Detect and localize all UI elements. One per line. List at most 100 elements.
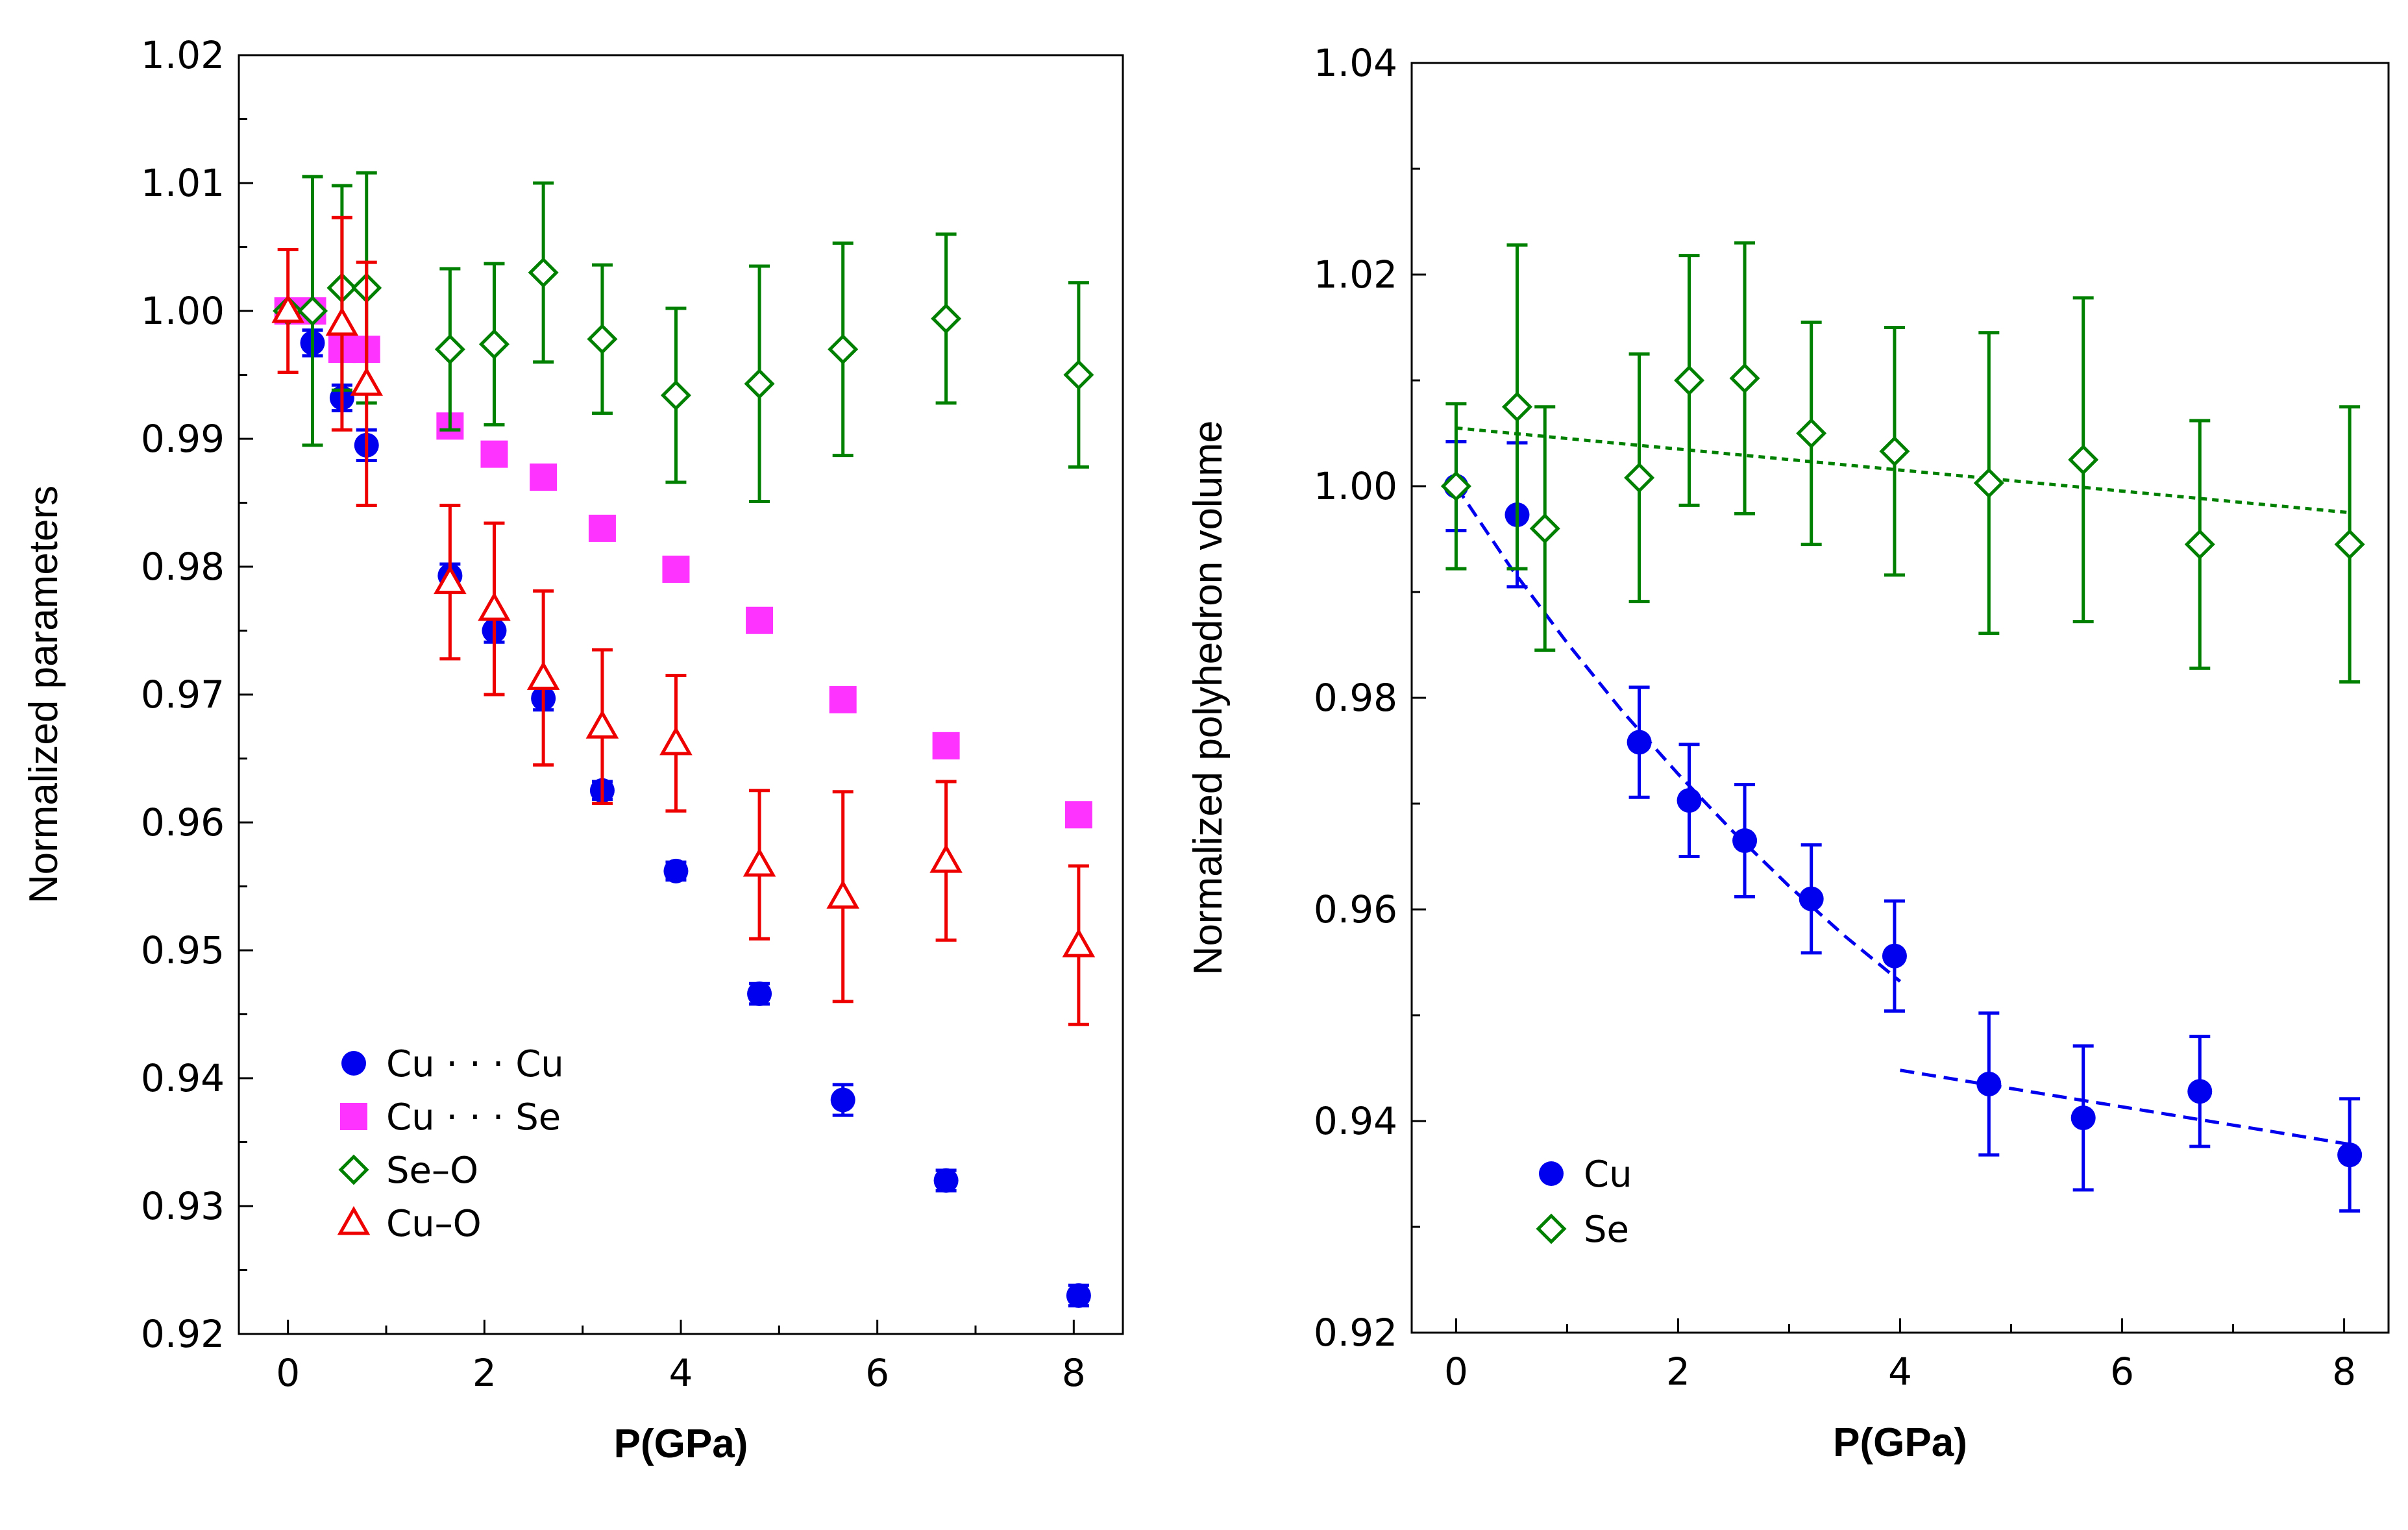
y-axis-title: Normalized parameters [21,486,66,904]
data-point [434,334,465,365]
data-point [1064,801,1092,829]
data-point [2334,529,2365,560]
y-tick-label: 1.00 [1314,464,1397,508]
y-tick-label: 0.98 [141,545,225,589]
x-tick-label: 6 [2110,1350,2134,1394]
data-point [1879,436,1910,467]
legend: Cu Se [1536,1154,1632,1251]
y-tick-label: 1.00 [141,289,225,333]
y-tick-label: 0.92 [141,1312,225,1356]
data-point [1501,391,1533,423]
data-point [931,303,962,334]
data-point [1440,471,1471,502]
x-axis-title: P(GPa) [1833,1420,1967,1465]
legend-marker [337,1205,371,1235]
x-tick-label: 4 [1888,1350,1912,1394]
legend-marker [338,1154,369,1185]
x-tick-label: 8 [1062,1351,1086,1395]
data-point [1627,730,1652,755]
data-point [1882,943,1907,969]
data-point [826,880,859,909]
legend-marker [340,1103,367,1130]
y-tick-label: 0.97 [141,672,225,717]
data-point [1973,467,2004,499]
data-point [2070,1105,2096,1131]
plot-frame [238,54,1124,1335]
data-point [325,306,359,336]
data-point [2184,529,2215,560]
data-point [663,858,689,883]
data-point [1677,788,1702,813]
data-point [933,1168,959,1193]
data-point [929,844,963,873]
fit-line [1456,426,2350,515]
legend-label: Cu · · · Cu [386,1043,564,1085]
y-tick-label: 1.04 [1314,41,1397,85]
series-Se [1440,241,2365,684]
legend-label: Se–O [386,1150,478,1192]
x-tick-label: 4 [669,1351,693,1395]
data-point [478,591,511,621]
data-point [1062,928,1096,957]
y-tick-label: 0.94 [1314,1099,1397,1143]
data-point [530,463,558,491]
legend: Cu · · · Cu Cu · · · Se Se–O Cu–O [337,1043,564,1245]
legend-label: Cu–O [386,1203,482,1245]
data-point [588,514,616,542]
data-point [526,661,560,690]
fit-line [1455,485,1902,983]
x-tick-label: 2 [473,1351,497,1395]
y-tick-label: 0.94 [141,1056,225,1100]
data-point [830,1087,855,1113]
y-tick-label: 0.95 [141,928,225,972]
data-point [2068,444,2099,475]
chart-panel-2: 0.92 0.94 0.96 0.98 1.00 1.02 1.04 0 2 4 6 8 P(GPa) N… [1186,41,2390,1465]
data-point [480,440,508,468]
y-tick-label: 0.96 [141,800,225,845]
data-point [1796,417,1827,449]
data-point [271,293,304,323]
legend-label: Se [1584,1209,1629,1251]
data-point [1624,462,1655,493]
series-Cu-O [271,216,1096,1026]
y-tick-label: 0.92 [1314,1311,1397,1355]
x-tick-label: 8 [2332,1350,2356,1394]
data-point [662,555,690,583]
series-Se-O [273,171,1094,504]
x-axis-title: P(GPa) [614,1422,748,1466]
series-Cu [1444,440,2363,1213]
data-point [746,606,774,634]
data-point [585,709,619,739]
data-point [747,981,772,1006]
data-point [587,323,618,354]
data-point [2337,1142,2363,1168]
x-tick-label: 0 [276,1351,300,1395]
legend-marker [341,1051,366,1076]
y-axis-title: Normalized polyhedron volume [1186,421,1231,976]
data-point [743,847,776,877]
legend-marker [1536,1213,1567,1244]
plot-frame [1410,62,2390,1334]
y-tick-label: 0.99 [141,417,225,461]
y-tick-label: 1.01 [141,161,225,205]
data-point [1799,886,1824,911]
legend-marker [1539,1161,1564,1186]
chart-panel-1: 0.92 0.93 0.94 0.95 0.96 0.97 0.98 0.99 1.00 1.01… [21,33,1124,1466]
data-point [744,368,775,399]
fit-line [1900,1068,2350,1146]
data-point [659,726,693,756]
data-point [434,565,467,595]
y-tick-label: 1.02 [1314,253,1397,297]
data-point [1674,365,1705,396]
data-point [2187,1079,2213,1104]
x-tick-label: 6 [865,1351,889,1395]
data-point [350,367,384,396]
data-point [528,257,559,288]
legend-label: Cu [1584,1154,1632,1196]
data-point [1729,363,1760,394]
data-point [828,334,859,365]
data-point [660,380,691,411]
x-tick-label: 0 [1444,1350,1468,1394]
y-tick-label: 0.96 [1314,887,1397,932]
